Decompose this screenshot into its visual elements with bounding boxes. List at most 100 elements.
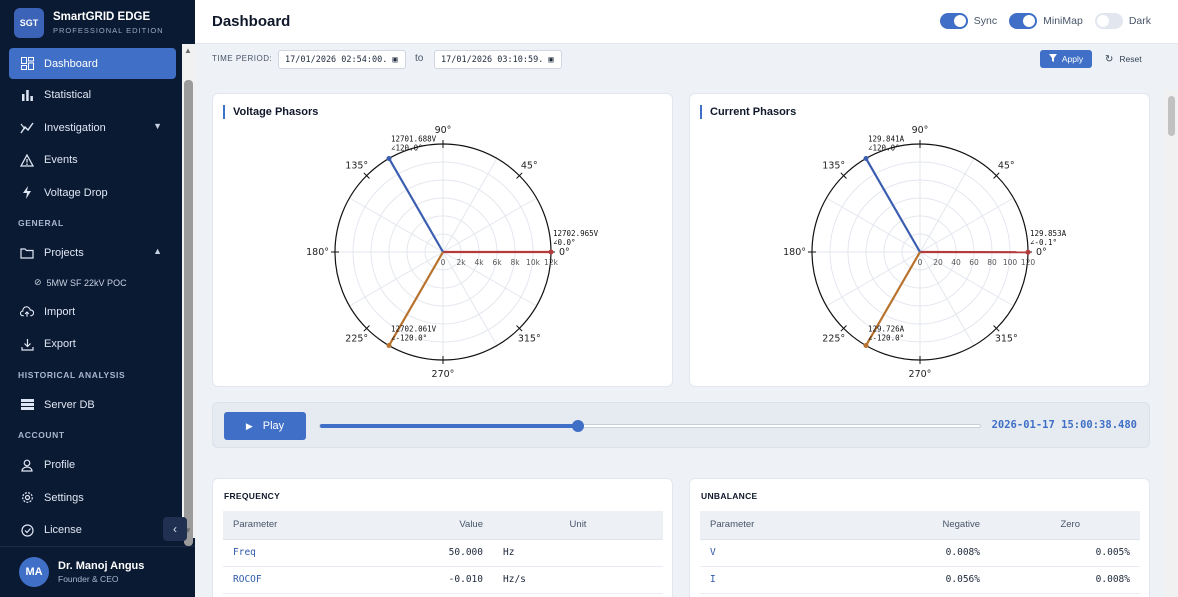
chevron-left-icon: ‹ [173, 522, 177, 536]
voltage-angle-label: 90° [435, 125, 452, 136]
sidebar-scrollbar[interactable]: ▲ ▼ [182, 44, 195, 546]
voltage-phasor-tip [548, 249, 554, 255]
sidebar-subitem-project[interactable]: ⊘ 5MW SF 22kV POC [0, 270, 182, 296]
sidebar-item-export[interactable]: Export [0, 328, 182, 361]
current-phasors-card: Current Phasors 0° 45° 90° 135° 180° 225° 270°… [689, 93, 1150, 387]
calendar-icon[interactable]: ▣ [543, 55, 554, 65]
brand[interactable]: SGT SmartGRID EDGE PROFESSIONAL EDITION [14, 8, 164, 38]
minimap-switch[interactable] [1009, 13, 1038, 29]
timeline-slider[interactable] [319, 420, 981, 432]
start-datetime-input[interactable]: 17/01/2026 02:54:00. ▣ [278, 50, 406, 69]
voltage-phasor-tip [386, 343, 392, 349]
chevron-up-icon[interactable]: ▲ [153, 246, 162, 256]
sidebar-item-profile[interactable]: Profile [0, 449, 182, 482]
timeline-handle[interactable] [572, 420, 585, 432]
sidebar-item-label: Events [44, 154, 78, 167]
sidebar-item-events[interactable]: Events [0, 144, 182, 177]
grid-icon [20, 57, 34, 71]
sidebar-item-license[interactable]: License [0, 514, 182, 547]
brand-name: SmartGRID EDGE [53, 11, 151, 23]
avatar: MA [19, 557, 49, 587]
voltage-angle-label: 270° [432, 369, 455, 380]
voltage-angle-tick [363, 325, 370, 332]
voltage-angle-label: 180° [306, 247, 329, 258]
toggle-sync[interactable]: Sync [939, 13, 998, 29]
bar-chart-icon [20, 88, 34, 102]
brand-edition: PROFESSIONAL EDITION [53, 26, 164, 35]
toggle-dark[interactable]: Dark [1094, 13, 1151, 29]
reset-button[interactable]: ↻ Reset [1105, 50, 1142, 68]
sidebar-item-projects[interactable]: Projects ▲ [0, 237, 182, 270]
calendar-icon[interactable]: ▣ [387, 55, 398, 65]
current-angle-label: 315° [995, 333, 1018, 344]
current-radial-label: 0 [918, 258, 923, 267]
column-header: Zero [990, 511, 1140, 540]
start-datetime-value: 17/01/2026 02:54:00. [285, 55, 388, 65]
sidebar-item-label: Export [44, 338, 76, 351]
current-phasor-magnitude: 129.853A [1030, 229, 1067, 238]
zero-cell: 0.005% [990, 539, 1140, 567]
sidebar-item-statistical[interactable]: Statistical [0, 79, 182, 112]
current-phasor-magnitude: 129.841A [868, 134, 905, 143]
voltage-phasor-magnitude: 12702.061V [391, 325, 437, 334]
current-angle-tick [993, 172, 1000, 179]
param-cell: V [700, 539, 850, 567]
sidebar-scroll-thumb[interactable] [184, 80, 193, 546]
zero-cell: 0.008% [990, 566, 1140, 594]
main-scroll-thumb[interactable] [1168, 96, 1175, 136]
filter-bar: TIME PERIOD: 17/01/2026 02:54:00. ▣ to 1… [195, 44, 1178, 74]
main-content: Dashboard Sync MiniMap Dark TIME PERIOD:… [195, 0, 1178, 597]
apply-button[interactable]: Apply [1040, 50, 1092, 68]
column-header: Parameter [700, 511, 850, 540]
frequency-table: Parameter Value Unit Freq 50.000 Hz ROCO… [223, 511, 663, 594]
sync-switch[interactable] [939, 13, 968, 29]
chevron-down-icon[interactable]: ▼ [153, 120, 162, 131]
apply-label: Apply [1061, 54, 1084, 64]
voltage-grid-spoke [442, 158, 498, 253]
sidebar-item-import[interactable]: Import [0, 296, 182, 329]
sidebar-item-settings[interactable]: Settings [0, 482, 182, 515]
filter-icon [1048, 54, 1057, 64]
negative-cell: 0.008% [850, 539, 990, 567]
voltage-radial-label: 2k [456, 258, 466, 267]
voltage-angle-tick [516, 325, 523, 332]
voltage-grid-spoke [442, 251, 537, 307]
toggle-label: Sync [973, 15, 998, 27]
end-datetime-input[interactable]: 17/01/2026 03:10:59. ▣ [434, 50, 562, 69]
frequency-title: FREQUENCY [224, 491, 281, 501]
main-scrollbar[interactable] [1165, 90, 1178, 597]
toggle-minimap[interactable]: MiniMap [1009, 13, 1083, 29]
voltage-phasor-angle: ∠-120.0° [391, 334, 427, 343]
sidebar-nav: Dashboard Statistical Investigation ▼ Ev… [0, 48, 182, 547]
collapse-sidebar-button[interactable]: ‹ [163, 517, 187, 541]
voltage-phasor-angle: ∠0.0° [553, 238, 576, 247]
voltage-radial-label: 0 [441, 258, 446, 267]
sidebar-item-dashboard[interactable]: Dashboard [9, 48, 176, 79]
sidebar-item-server-db[interactable]: Server DB [0, 389, 182, 422]
user-profile[interactable]: MA Dr. Manoj Angus Founder & CEO [0, 546, 195, 597]
server-icon [20, 398, 34, 412]
sidebar-item-label: Settings [44, 491, 84, 504]
voltage-grid-spoke [442, 197, 537, 253]
sidebar-item-label: Import [44, 305, 76, 318]
table-row: ROCOF -0.010 Hz/s [223, 566, 663, 594]
table-row: Freq 50.000 Hz [223, 539, 663, 567]
current-radial-label: 80 [987, 258, 997, 267]
sidebar-item-voltage-drop[interactable]: Voltage Drop [0, 177, 182, 210]
sidebar-item-label: Voltage Drop [44, 186, 108, 199]
section-title-historical: HISTORICAL ANALYSIS [18, 369, 126, 380]
dark-switch[interactable] [1094, 13, 1123, 29]
current-radial-label: 60 [969, 258, 979, 267]
badge-icon [20, 523, 34, 537]
voltage-polar-chart: 0° 45° 90° 135° 180° 225° 270° 315° 0 2k 4k 6k 8k 10k… [306, 125, 599, 380]
user-role: Founder & CEO [58, 574, 119, 584]
play-button[interactable]: ▶ Play [224, 412, 306, 440]
current-polar-chart: 0° 45° 90° 135° 180° 225° 270° 315° 0 20 40 60 80 100… [783, 125, 1067, 380]
gear-icon [20, 491, 34, 505]
current-angle-tick [993, 325, 1000, 332]
scroll-up-icon[interactable]: ▲ [184, 46, 192, 55]
table-row: I 0.056% 0.008% [700, 566, 1140, 594]
current-grid-spoke [919, 158, 975, 253]
scroll-down-icon[interactable]: ▼ [184, 526, 192, 535]
sidebar-item-investigation[interactable]: Investigation ▼ [0, 112, 182, 145]
